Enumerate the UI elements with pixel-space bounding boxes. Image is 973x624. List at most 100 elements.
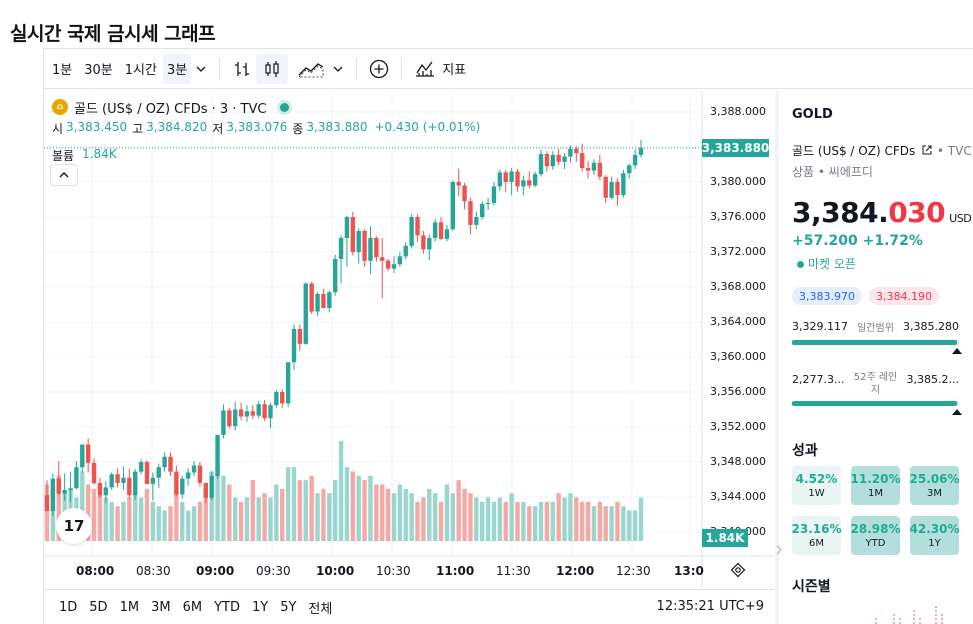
performance-cell[interactable]: 28.98% YTD xyxy=(851,516,901,555)
candle-body[interactable] xyxy=(303,283,308,344)
range-1m-button[interactable]: 1M xyxy=(119,599,140,615)
candle-body[interactable] xyxy=(474,217,479,225)
candle-body[interactable] xyxy=(638,147,644,155)
candle-body[interactable] xyxy=(344,217,350,238)
candle-body[interactable] xyxy=(562,156,567,162)
candle-body[interactable] xyxy=(85,444,91,463)
candle-body[interactable] xyxy=(438,222,444,239)
candle-body[interactable] xyxy=(209,476,214,498)
candle-body[interactable] xyxy=(227,410,232,427)
candle-body[interactable] xyxy=(121,477,126,483)
candle-body[interactable] xyxy=(203,483,208,498)
candle-body[interactable] xyxy=(509,171,514,183)
chart-area[interactable]: ⌂ 골드 (US$ / OZ) CFDs · 3 · TVC 시 3,383.45… xyxy=(44,90,774,588)
candle-body[interactable] xyxy=(262,404,267,419)
candle-body[interactable] xyxy=(585,168,591,171)
candle-body[interactable] xyxy=(480,203,485,217)
candle-body[interactable] xyxy=(374,238,379,258)
candle-body[interactable] xyxy=(68,488,73,490)
tradingview-logo[interactable]: 17 xyxy=(56,508,92,544)
legend-collapse-button[interactable] xyxy=(50,164,78,186)
range-1d-button[interactable]: 1D xyxy=(59,599,78,615)
chart-type-dropdown-button[interactable] xyxy=(328,54,348,84)
candle-body[interactable] xyxy=(133,471,138,496)
candle-body[interactable] xyxy=(462,185,467,202)
candle-body[interactable] xyxy=(191,465,197,473)
legend-symbol[interactable]: 골드 (US$ / OZ) CFDs · 3 · TVC xyxy=(74,101,267,117)
candle-body[interactable] xyxy=(515,171,520,187)
panel-resize-handle[interactable] xyxy=(775,543,785,563)
clock-timezone[interactable]: 12:35:21 UTC+9 xyxy=(656,599,764,614)
range-3m-button[interactable]: 3M xyxy=(151,599,171,615)
candle-body[interactable] xyxy=(574,148,579,154)
candle-body[interactable] xyxy=(409,217,414,246)
candle-body[interactable] xyxy=(415,217,420,236)
performance-cell[interactable]: 42.30% 1Y xyxy=(910,516,960,555)
candle-body[interactable] xyxy=(180,478,185,495)
compare-add-button[interactable] xyxy=(365,54,393,84)
candle-body[interactable] xyxy=(421,235,426,250)
candle-body[interactable] xyxy=(356,231,361,252)
candle-body[interactable] xyxy=(56,478,61,494)
candle-body[interactable] xyxy=(544,154,550,167)
candle-body[interactable] xyxy=(91,462,97,483)
range-ytd-button[interactable]: YTD xyxy=(214,599,240,615)
range-all-button[interactable]: 전체 xyxy=(308,601,333,617)
range-1y-button[interactable]: 1Y xyxy=(251,599,269,615)
candle-body[interactable] xyxy=(185,472,191,479)
interval-1m-button[interactable]: 1분 xyxy=(52,63,73,78)
candle-body[interactable] xyxy=(385,260,391,269)
candle-chart-type-button[interactable] xyxy=(256,53,289,84)
candle-body[interactable] xyxy=(468,201,473,225)
performance-cell[interactable]: 25.06% 3M xyxy=(910,466,960,505)
candle-body[interactable] xyxy=(579,153,585,168)
candle-body[interactable] xyxy=(103,487,109,496)
performance-cell[interactable]: 4.52% 1W xyxy=(792,466,841,505)
candle-body[interactable] xyxy=(138,462,144,472)
candle-body[interactable] xyxy=(174,471,179,495)
candle-body[interactable] xyxy=(621,173,626,196)
candle-body[interactable] xyxy=(503,172,508,182)
candle-body[interactable] xyxy=(285,362,291,404)
candle-body[interactable] xyxy=(497,172,503,187)
candle-body[interactable] xyxy=(591,162,597,171)
price-chart[interactable] xyxy=(44,90,774,588)
candle-body[interactable] xyxy=(603,176,608,198)
candle-body[interactable] xyxy=(609,182,614,198)
candle-body[interactable] xyxy=(256,404,261,416)
candle-body[interactable] xyxy=(368,238,373,261)
candle-body[interactable] xyxy=(332,259,338,293)
candle-body[interactable] xyxy=(127,477,132,496)
candle-body[interactable] xyxy=(362,231,367,261)
candle-body[interactable] xyxy=(50,478,56,511)
candle-body[interactable] xyxy=(156,467,161,478)
candle-body[interactable] xyxy=(444,229,450,239)
candle-body[interactable] xyxy=(244,411,250,417)
candle-body[interactable] xyxy=(162,456,167,468)
candle-body[interactable] xyxy=(109,474,114,488)
candle-body[interactable] xyxy=(538,154,544,175)
interval-1h-button[interactable]: 1시간 xyxy=(124,63,157,78)
candle-body[interactable] xyxy=(197,465,203,484)
candle-body[interactable] xyxy=(238,409,244,417)
candle-body[interactable] xyxy=(97,483,103,496)
panel-symbol[interactable]: GOLD xyxy=(792,107,833,122)
candle-body[interactable] xyxy=(450,182,456,230)
symbol-name-text[interactable]: 골드 (US$ / OZ) CFDs xyxy=(792,144,916,158)
candle-body[interactable] xyxy=(80,444,85,468)
area-chart-type-button[interactable] xyxy=(294,54,328,84)
performance-cell[interactable]: 11.20% 1M xyxy=(851,466,901,505)
candle-body[interactable] xyxy=(521,180,526,187)
candle-body[interactable] xyxy=(403,245,408,257)
panel-divider[interactable] xyxy=(775,90,779,624)
candle-body[interactable] xyxy=(532,174,538,186)
candle-body[interactable] xyxy=(568,148,573,157)
candle-body[interactable] xyxy=(297,329,303,344)
candle-body[interactable] xyxy=(485,203,491,204)
candle-body[interactable] xyxy=(456,182,461,186)
candle-body[interactable] xyxy=(268,405,273,419)
performance-cell[interactable]: 23.16% 6M xyxy=(792,516,842,555)
candle-body[interactable] xyxy=(597,162,603,177)
candle-body[interactable] xyxy=(62,490,67,494)
candle-body[interactable] xyxy=(315,294,320,312)
